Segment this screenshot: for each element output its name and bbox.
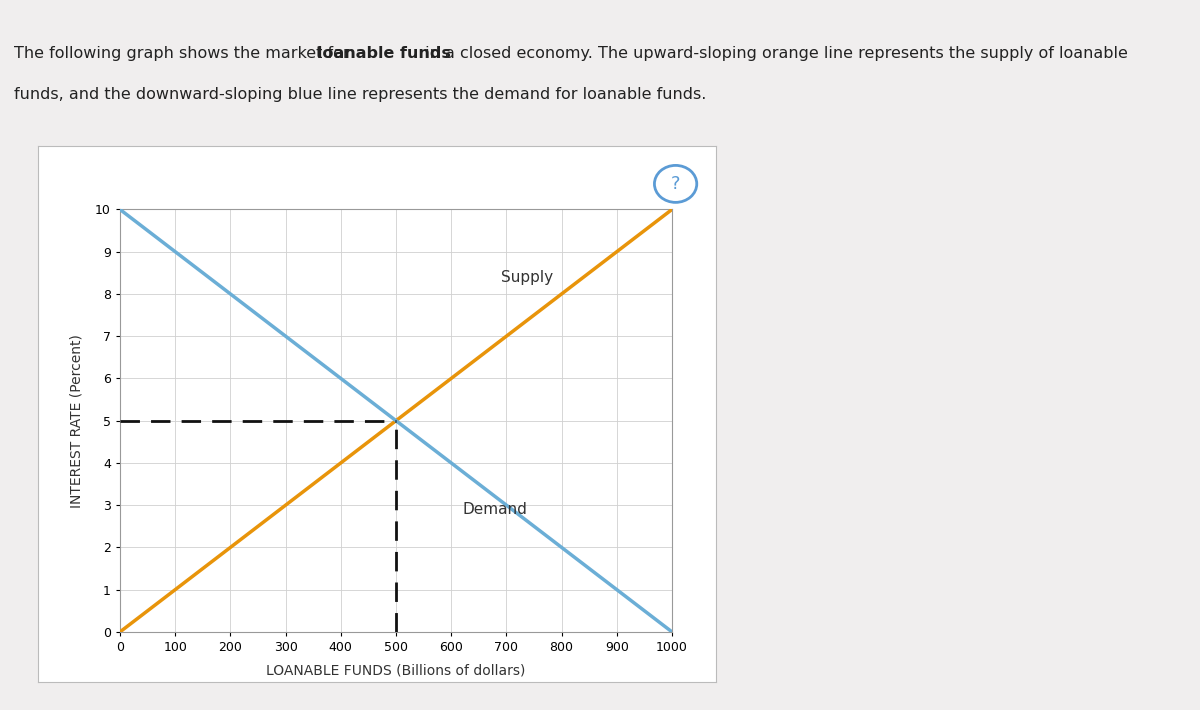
X-axis label: LOANABLE FUNDS (Billions of dollars): LOANABLE FUNDS (Billions of dollars) <box>266 664 526 677</box>
Y-axis label: INTEREST RATE (Percent): INTEREST RATE (Percent) <box>70 334 84 508</box>
Text: ?: ? <box>671 175 680 193</box>
Text: in a closed economy. The upward-sloping orange line represents the supply of loa: in a closed economy. The upward-sloping … <box>420 46 1128 61</box>
Text: Demand: Demand <box>462 502 527 517</box>
Text: Supply: Supply <box>500 270 553 285</box>
Text: funds, and the downward-sloping blue line represents the demand for loanable fun: funds, and the downward-sloping blue lin… <box>14 87 707 102</box>
Text: loanable funds: loanable funds <box>317 46 451 61</box>
Text: The following graph shows the market for: The following graph shows the market for <box>14 46 355 61</box>
